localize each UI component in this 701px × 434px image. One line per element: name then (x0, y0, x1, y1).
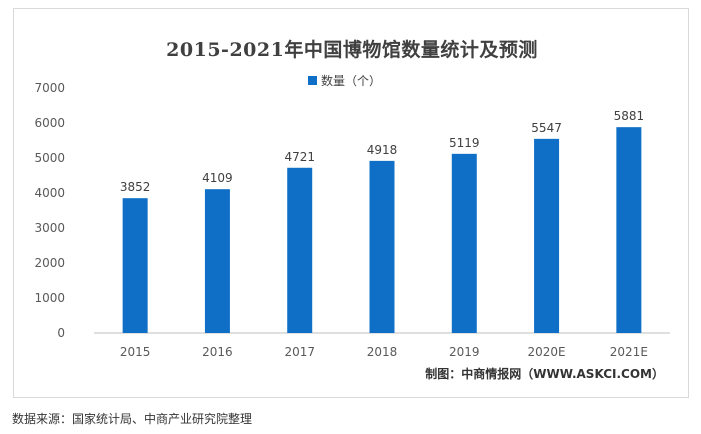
data-label: 3852 (120, 180, 151, 194)
y-tick-label: 6000 (34, 116, 65, 130)
x-tick-label: 2021E (610, 345, 648, 359)
bar-chart: 0 1000 2000 3000 4000 5000 6000 7000 3852 2015 410… (34, 81, 670, 359)
bar (369, 160, 395, 333)
y-tick-label: 4000 (34, 186, 65, 200)
data-label: 5119 (449, 136, 480, 150)
y-tick-label: 7000 (34, 81, 65, 95)
y-tick-label: 1000 (34, 291, 65, 305)
y-tick-label: 0 (57, 326, 65, 340)
chart-credit: 制图：中商情报网（WWW.ASKCI.COM） (425, 367, 664, 381)
source-footnote: 数据来源：国家统计局、中商产业研究院整理 (12, 412, 253, 426)
data-label: 5881 (614, 109, 645, 123)
data-label: 4721 (284, 150, 315, 164)
data-label: 4918 (367, 143, 398, 157)
x-tick-label: 2019 (449, 345, 480, 359)
x-tick-label: 2015 (120, 345, 151, 359)
bar (451, 153, 477, 333)
data-label: 4109 (202, 171, 233, 185)
legend-label: 数量（个） (321, 74, 382, 88)
bar (204, 189, 230, 333)
y-tick-label: 5000 (34, 151, 65, 165)
chart-title: 2015-2021年中国博物馆数量统计及预测 (166, 39, 538, 61)
x-tick-label: 2018 (367, 345, 398, 359)
bar (616, 127, 642, 333)
data-label: 5547 (531, 121, 562, 135)
bar (122, 198, 148, 333)
chart-legend: 数量（个） (308, 72, 381, 89)
y-tick-label: 3000 (34, 221, 65, 235)
x-tick-label: 2020E (528, 345, 566, 359)
chart-frame: 2015-2021年中国博物馆数量统计及预测 数量（个） 0 1000 2000 30… (13, 8, 689, 398)
y-tick-label: 2000 (34, 256, 65, 270)
x-tick-label: 2017 (284, 345, 315, 359)
legend-swatch (308, 76, 317, 85)
bar (287, 167, 313, 333)
x-tick-label: 2016 (202, 345, 233, 359)
bar (534, 138, 560, 333)
